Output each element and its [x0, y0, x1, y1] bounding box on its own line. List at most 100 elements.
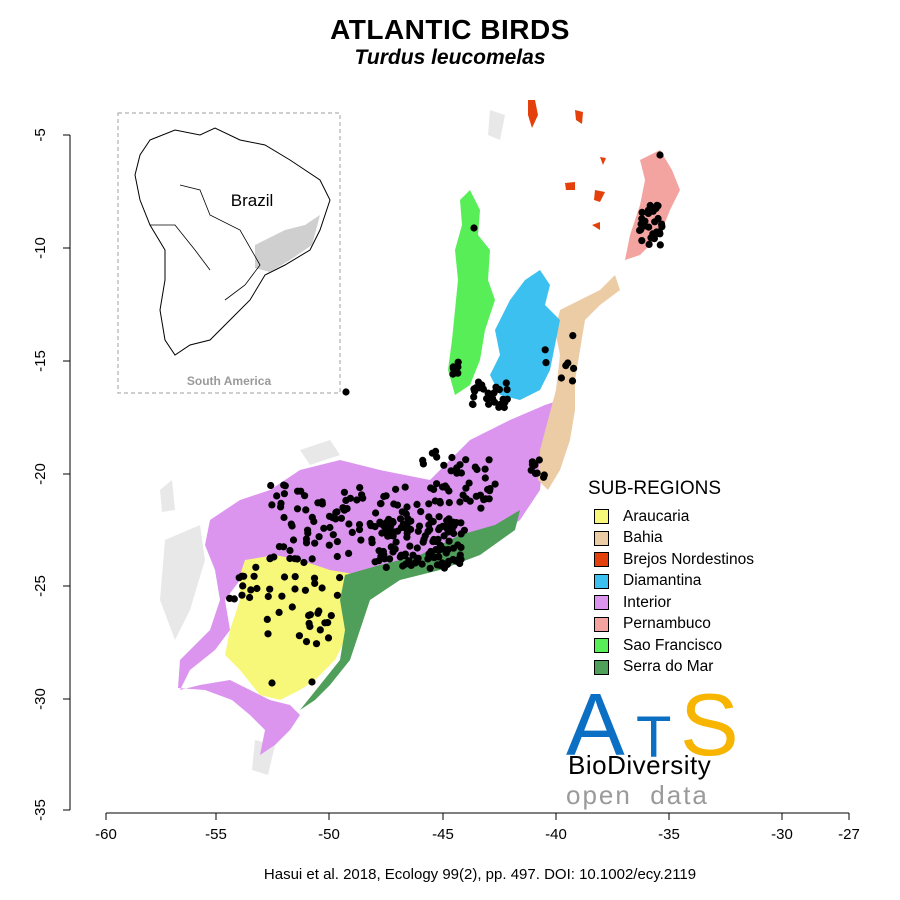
legend-item: Brejos Nordestinos	[588, 549, 754, 571]
occurrence-point	[490, 398, 499, 406]
y-axis-ticks: -5 -10 -15 -20 -25 -30 -35	[32, 128, 70, 821]
occurrence-point	[288, 603, 296, 611]
legend-item: Diamantina	[588, 571, 754, 593]
occurrence-point	[372, 509, 380, 517]
occurrence-point	[456, 551, 464, 559]
occurrence-point	[346, 494, 354, 502]
occurrence-point	[267, 481, 275, 490]
logo-open-data: open data	[566, 780, 709, 810]
occurrence-point	[280, 543, 288, 551]
inset-country-label: Brazil	[231, 191, 274, 210]
occurrence-point	[353, 496, 361, 504]
legend-swatch	[594, 659, 609, 675]
occurrence-point	[396, 515, 405, 523]
occurrence-point	[310, 574, 319, 582]
occurrence-point	[302, 506, 310, 514]
y-tick-label: -10	[32, 237, 49, 259]
occurrence-point	[470, 224, 478, 232]
occurrence-point	[502, 379, 510, 387]
occurrence-point	[485, 495, 493, 503]
occurrence-point	[413, 500, 421, 508]
legend-label: Bahia	[623, 529, 663, 547]
occurrence-point	[449, 518, 457, 526]
occurrence-point	[637, 220, 645, 228]
x-tick-label: -40	[545, 826, 567, 843]
occurrence-point	[315, 533, 323, 541]
x-tick-label: -35	[658, 826, 680, 843]
occurrence-point	[340, 488, 348, 496]
occurrence-point	[443, 484, 451, 492]
logo-letter-s: S	[680, 675, 739, 774]
occurrence-point	[382, 563, 390, 572]
occurrence-point	[503, 386, 511, 394]
legend-label: Diamantina	[623, 572, 702, 590]
occurrence-point	[295, 632, 303, 640]
logo-biodiversity: BioDiversity	[568, 750, 712, 780]
occurrence-point	[308, 555, 316, 563]
region-brejos-nordestinos	[528, 100, 606, 230]
legend-label: Interior	[623, 593, 672, 611]
occurrence-point	[495, 386, 503, 394]
occurrence-point	[297, 487, 305, 495]
occurrence-point	[277, 499, 285, 507]
occurrence-point	[340, 506, 348, 514]
occurrence-point	[445, 499, 453, 507]
occurrence-point	[377, 499, 385, 508]
occurrence-point	[355, 526, 364, 534]
x-tick-label: -45	[432, 826, 454, 843]
occurrence-point	[371, 558, 379, 566]
background-land	[160, 110, 505, 775]
occurrence-point	[407, 525, 415, 534]
inset-map: Brazil South America	[117, 112, 341, 394]
occurrence-point	[306, 611, 314, 619]
occurrence-point	[246, 593, 254, 602]
occurrence-point	[530, 462, 538, 470]
occurrence-point	[483, 395, 491, 403]
occurrence-point	[413, 556, 421, 565]
legend-label: Serra do Mar	[623, 658, 714, 676]
occurrence-point	[293, 505, 302, 513]
occurrence-point	[470, 393, 478, 401]
legend-title: SUB-REGIONS	[588, 478, 722, 499]
legend-item: Bahia	[588, 528, 754, 550]
occurrence-point	[426, 564, 434, 572]
occurrence-point	[401, 552, 409, 560]
occurrence-point	[460, 526, 468, 534]
occurrence-point	[312, 640, 321, 648]
legend-item: Sao Francisco	[588, 635, 754, 657]
occurrence-point	[278, 592, 286, 600]
occurrence-point	[402, 510, 410, 518]
occurrence-point	[399, 562, 407, 570]
occurrence-point	[382, 519, 390, 527]
occurrence-point	[656, 151, 664, 159]
occurrence-point	[333, 591, 341, 599]
occurrence-point	[449, 555, 457, 564]
occurrence-point	[448, 453, 456, 462]
legend-label: Brejos Nordestinos	[623, 550, 754, 568]
region-sao-francisco	[448, 190, 495, 395]
occurrence-point	[403, 533, 411, 541]
occurrence-point	[310, 517, 318, 526]
occurrence-point	[238, 591, 246, 599]
occurrence-point	[472, 492, 480, 500]
occurrence-point	[390, 500, 398, 508]
occurrence-point	[650, 235, 659, 243]
occurrence-point	[468, 400, 477, 408]
occurrence-point	[280, 513, 288, 522]
occurrence-point	[636, 226, 644, 234]
y-tick-label: -20	[32, 463, 49, 485]
y-tick-label: -35	[32, 799, 49, 821]
occurrence-point	[541, 346, 549, 354]
occurrence-point	[485, 400, 493, 408]
occurrence-point	[427, 484, 435, 492]
occurrence-point	[557, 374, 566, 382]
occurrence-point	[291, 585, 299, 593]
occurrence-point	[442, 549, 450, 557]
occurrence-point	[417, 508, 425, 516]
occurrence-point	[466, 497, 474, 505]
occurrence-point	[264, 592, 272, 601]
occurrence-point	[301, 586, 309, 594]
occurrence-point	[447, 467, 455, 475]
legend-swatch	[594, 509, 609, 525]
legend-items: Araucaria Bahia Brejos Nordestinos Diamanti…	[588, 506, 754, 678]
